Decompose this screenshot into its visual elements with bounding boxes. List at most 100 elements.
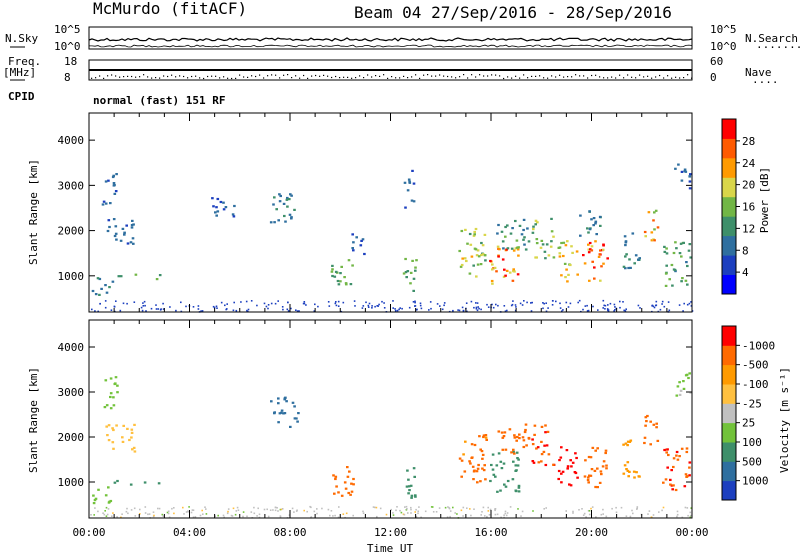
data-cell xyxy=(587,481,590,484)
data-cell xyxy=(157,482,161,485)
data-cell xyxy=(613,303,616,306)
data-cell xyxy=(263,302,266,305)
data-cell xyxy=(329,514,331,517)
data-cell xyxy=(92,494,95,497)
data-cell xyxy=(246,515,248,518)
colorbar-segment xyxy=(722,196,736,217)
data-cell xyxy=(532,225,535,228)
data-cell xyxy=(517,490,521,493)
data-cell xyxy=(283,214,286,218)
data-cell xyxy=(167,512,170,515)
data-cell xyxy=(109,392,113,395)
x-tick-label: 20:00 xyxy=(575,526,608,539)
data-cell xyxy=(654,209,658,212)
data-cell xyxy=(105,404,109,407)
data-cell xyxy=(605,467,608,470)
data-cell xyxy=(496,513,499,516)
data-cell xyxy=(517,254,520,257)
data-cell xyxy=(473,230,476,234)
nave-dot xyxy=(687,74,689,76)
data-cell xyxy=(489,259,492,263)
data-cell xyxy=(549,245,553,248)
data-cell xyxy=(446,516,449,518)
data-cell xyxy=(664,272,668,275)
y-tick-label: 2000 xyxy=(58,431,85,444)
nsky-trace xyxy=(88,37,693,42)
data-cell xyxy=(194,516,197,518)
data-cell xyxy=(340,265,343,268)
data-cell xyxy=(600,513,603,516)
data-cell xyxy=(343,276,346,279)
nave-dot xyxy=(643,76,645,78)
data-cell xyxy=(606,257,609,260)
data-cell xyxy=(219,200,223,204)
data-cell xyxy=(417,512,419,515)
data-cell xyxy=(615,511,618,514)
data-cell xyxy=(672,484,675,487)
data-cell xyxy=(505,248,508,251)
data-cell xyxy=(155,278,159,281)
data-cell xyxy=(92,502,96,505)
data-cell xyxy=(579,234,582,237)
data-cell xyxy=(303,302,306,305)
data-cell xyxy=(472,470,476,473)
nave-dot xyxy=(519,77,521,79)
data-cell xyxy=(449,510,452,512)
data-cell xyxy=(132,242,135,245)
nave-dot xyxy=(287,74,289,76)
data-cell xyxy=(501,436,505,439)
data-cell xyxy=(620,506,623,509)
data-cell xyxy=(236,506,239,509)
data-cell xyxy=(272,203,275,206)
data-cell xyxy=(566,467,569,470)
data-cell xyxy=(541,243,545,246)
data-cell xyxy=(599,279,602,282)
data-cell xyxy=(113,234,117,238)
colorbar-segment xyxy=(722,157,736,178)
nave-dot xyxy=(539,75,541,77)
data-cell xyxy=(670,469,673,472)
colorbar-tick-label: -100 xyxy=(742,378,769,391)
x-tick-label: 12:00 xyxy=(374,526,407,539)
data-cell xyxy=(112,447,115,450)
data-cell xyxy=(477,463,480,467)
data-cell xyxy=(365,301,367,304)
data-cell xyxy=(97,510,99,513)
data-cell xyxy=(109,395,112,399)
nave-dot xyxy=(683,77,685,79)
data-cell xyxy=(504,485,508,488)
data-cell xyxy=(396,506,398,508)
data-cell xyxy=(644,235,647,238)
data-cell xyxy=(603,304,605,307)
data-cell xyxy=(351,233,354,236)
data-cell xyxy=(313,510,316,513)
data-cell xyxy=(109,377,113,380)
data-cell xyxy=(684,506,687,509)
data-cell xyxy=(158,274,162,277)
data-cell xyxy=(682,387,686,390)
data-cell xyxy=(681,516,684,519)
data-cell xyxy=(227,510,229,513)
data-cell xyxy=(690,305,693,307)
data-cell xyxy=(279,194,282,198)
data-cell xyxy=(567,273,570,276)
data-cell xyxy=(499,489,502,492)
data-cell xyxy=(105,515,108,517)
nave-dot xyxy=(327,75,329,77)
data-cell xyxy=(681,277,684,280)
data-cell xyxy=(404,257,407,261)
data-cell xyxy=(670,484,674,487)
velocity-cells xyxy=(90,372,692,519)
data-cell xyxy=(521,304,524,306)
data-cell xyxy=(588,210,591,213)
data-cell xyxy=(572,510,574,513)
nave-dot xyxy=(187,77,189,79)
data-cell xyxy=(577,301,579,304)
data-cell xyxy=(116,384,119,387)
data-cell xyxy=(510,247,514,250)
data-cell xyxy=(278,200,282,203)
data-cell xyxy=(559,302,561,305)
data-cell xyxy=(331,264,334,267)
data-cell xyxy=(655,300,658,303)
data-cell xyxy=(173,507,175,509)
